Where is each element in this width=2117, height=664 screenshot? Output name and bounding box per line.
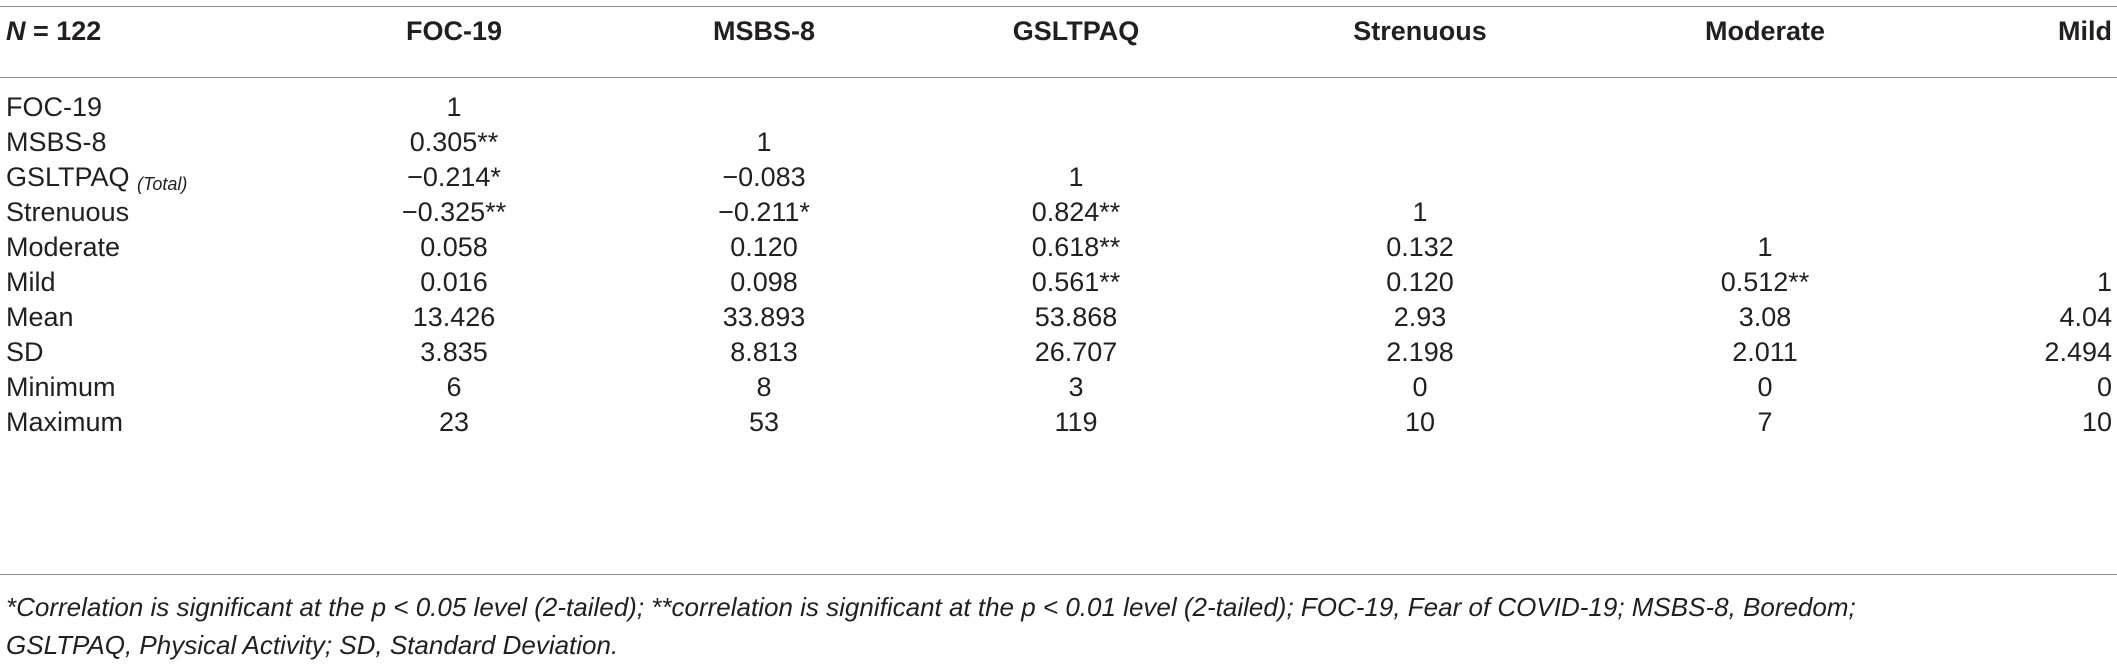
table-row: Moderate 0.058 0.120 0.618** 0.132 1: [0, 224, 2117, 271]
table-cell: 0.016: [420, 267, 488, 297]
row-label-subscript: (Total): [137, 174, 188, 194]
row-label-text: MSBS-8: [6, 127, 107, 157]
table-row: Mild 0.016 0.098 0.561** 0.120 0.512** 1: [0, 259, 2117, 306]
table-row: Strenuous −0.325** −0.211* 0.824** 1: [0, 189, 2117, 236]
table-cell: 0.120: [1386, 267, 1454, 297]
table-cell: 1: [2096, 267, 2112, 297]
table-cell: −0.214*: [407, 162, 501, 192]
row-label: SD: [6, 329, 44, 376]
header-n-cell: N = 122: [6, 8, 101, 55]
table-cell: 0.058: [420, 232, 488, 262]
table-cell: 33.893: [722, 302, 806, 332]
row-label: GSLTPAQ (Total): [6, 154, 187, 201]
table-cell: −0.083: [722, 162, 806, 192]
table-cell: 7: [1757, 407, 1773, 437]
table-cell: 3.835: [420, 337, 488, 367]
table-row: SD 3.835 8.813 26.707 2.198 2.011 2.494: [0, 329, 2117, 376]
table-cell: 2.93: [1393, 302, 1447, 332]
header-col-foc19: FOC-19: [405, 16, 503, 46]
row-label: Strenuous: [6, 189, 129, 236]
table-header-row: N = 122 FOC-19 MSBS-8 GSLTPAQ Strenuous …: [0, 8, 2117, 55]
table-cell: 26.707: [1034, 337, 1118, 367]
table-cell: 0: [1757, 372, 1773, 402]
row-label: Minimum: [6, 364, 116, 411]
row-label-text: Moderate: [6, 232, 121, 262]
table-cell: 2.011: [1732, 337, 1798, 367]
footnote-line-2: GSLTPAQ, Physical Activity; SD, Standard…: [6, 630, 619, 660]
header-col-moderate: Moderate: [1704, 16, 1826, 46]
table-cell: 0.098: [730, 267, 798, 297]
row-label-text: Mild: [6, 267, 56, 297]
footnote-line-1: *Correlation is significant at the p < 0…: [6, 592, 1856, 622]
row-label-text: Mean: [6, 302, 74, 332]
table-cell: 4.04: [2059, 302, 2112, 332]
header-col-mild: Mild: [2058, 16, 2112, 46]
table-cell: 10: [2081, 407, 2112, 437]
row-label-text: Maximum: [6, 407, 124, 437]
row-label-text: SD: [6, 337, 44, 367]
table-cell: 10: [1404, 407, 1436, 437]
table-cell: 0.824**: [1031, 197, 1121, 227]
table-cell: 0.618**: [1031, 232, 1121, 262]
header-col-gsltpaq: GSLTPAQ: [1012, 16, 1140, 46]
table-header-rule: [0, 77, 2117, 78]
table-cell: 1: [1068, 162, 1084, 192]
row-label-text: GSLTPAQ: [6, 162, 130, 192]
table-cell: 0.305**: [409, 127, 499, 157]
table-cell: 1: [756, 127, 772, 157]
table-cell: 0.561**: [1031, 267, 1121, 297]
table-top-rule: [0, 6, 2117, 7]
table-cell: 0.132: [1386, 232, 1454, 262]
table-cell: −0.325**: [401, 197, 507, 227]
row-label: Moderate: [6, 224, 120, 271]
table-cell: 1: [1412, 197, 1428, 227]
table-row: GSLTPAQ (Total) −0.214* −0.083 1: [0, 154, 2117, 201]
row-label: Mean: [6, 294, 74, 341]
table-cell: 0: [1412, 372, 1428, 402]
header-n-value: = 122: [25, 16, 102, 46]
header-col-msbs8: MSBS-8: [712, 16, 815, 46]
row-label: Mild: [6, 259, 56, 306]
table-cell: 8: [756, 372, 772, 402]
table-row: Maximum 23 53 119 10 7 10: [0, 399, 2117, 446]
row-label: Maximum: [6, 399, 123, 446]
table-bottom-rule: [0, 574, 2117, 575]
table-cell: −0.211*: [718, 197, 810, 227]
table-row: Minimum 6 8 3 0 0 0: [0, 364, 2117, 411]
row-label: MSBS-8: [6, 119, 107, 166]
table-cell: 53.868: [1034, 302, 1118, 332]
table-cell: 119: [1054, 407, 1098, 437]
table-cell: 0.512**: [1720, 267, 1810, 297]
table-cell: 2.198: [1386, 337, 1454, 367]
table-cell: 1: [1757, 232, 1773, 262]
row-label-text: FOC-19: [6, 92, 103, 122]
table-cell: 0: [2096, 372, 2112, 402]
row-label: FOC-19: [6, 84, 102, 131]
table-footnote: *Correlation is significant at the p < 0…: [6, 588, 2106, 664]
table-cell: 3.08: [1738, 302, 1792, 332]
table-cell: 13.426: [412, 302, 496, 332]
table-row: Mean 13.426 33.893 53.868 2.93 3.08 4.04: [0, 294, 2117, 341]
header-col-strenuous: Strenuous: [1353, 16, 1487, 46]
table-cell: 1: [446, 92, 462, 122]
table-cell: 2.494: [2044, 337, 2112, 367]
table-cell: 8.813: [730, 337, 798, 367]
table-row: MSBS-8 0.305** 1: [0, 119, 2117, 166]
table-cell: 6: [446, 372, 462, 402]
row-label-text: Minimum: [6, 372, 116, 402]
table-cell: 53: [748, 407, 780, 437]
table-cell: 0.120: [730, 232, 798, 262]
table-cell: 3: [1068, 372, 1084, 402]
row-label-text: Strenuous: [6, 197, 130, 227]
table-row: FOC-19 1: [0, 84, 2117, 131]
table-cell: 23: [438, 407, 470, 437]
header-n-label: N: [6, 16, 26, 46]
